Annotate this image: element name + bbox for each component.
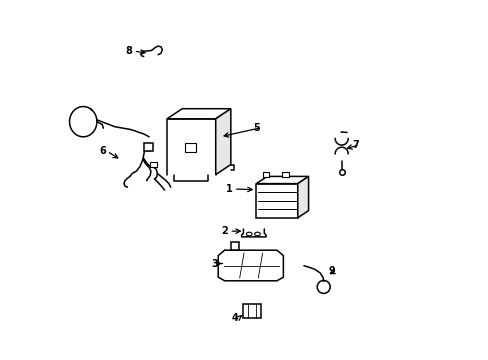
- Text: 8: 8: [125, 46, 132, 56]
- Bar: [243, 304, 261, 318]
- Polygon shape: [215, 109, 230, 175]
- Text: 4: 4: [231, 312, 238, 323]
- Text: 3: 3: [211, 258, 218, 269]
- Bar: [282, 172, 288, 177]
- Polygon shape: [167, 109, 230, 119]
- Bar: [150, 162, 156, 167]
- Ellipse shape: [246, 232, 251, 236]
- Polygon shape: [256, 176, 308, 184]
- Text: 5: 5: [252, 123, 259, 133]
- Bar: [231, 242, 239, 250]
- Text: 7: 7: [351, 140, 358, 150]
- Text: 9: 9: [328, 266, 335, 276]
- Bar: [256, 184, 297, 218]
- Polygon shape: [297, 176, 308, 218]
- Text: 2: 2: [221, 226, 228, 236]
- Bar: [185, 143, 196, 152]
- Ellipse shape: [254, 232, 260, 236]
- Bar: [143, 143, 152, 151]
- Text: 6: 6: [99, 146, 106, 156]
- Bar: [263, 172, 269, 177]
- Text: 1: 1: [225, 184, 232, 194]
